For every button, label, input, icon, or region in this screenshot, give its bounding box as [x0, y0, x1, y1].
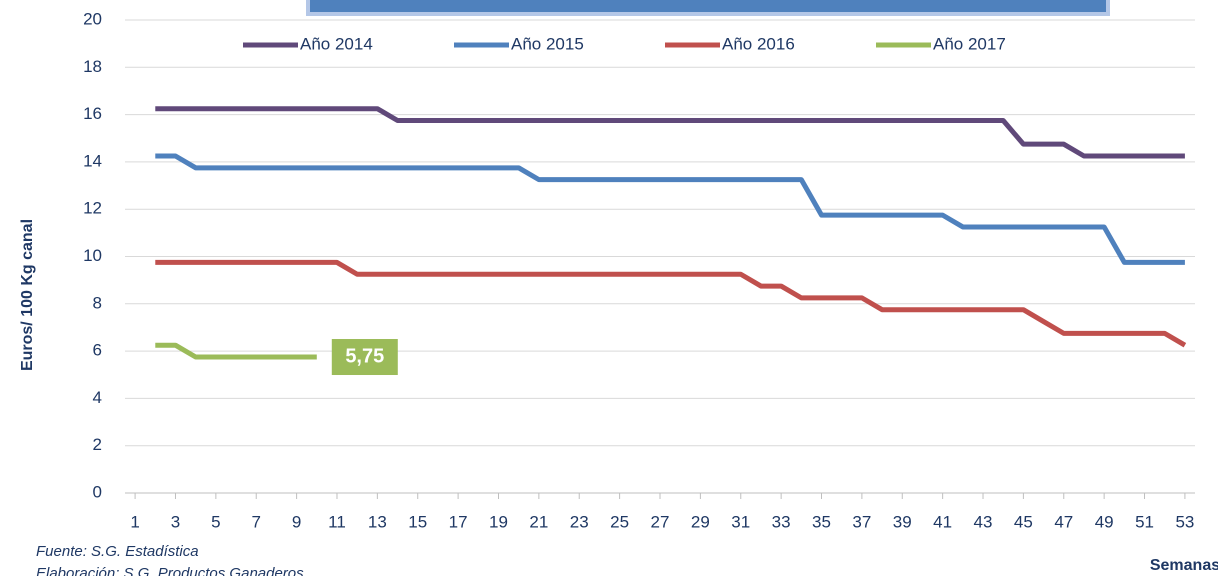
y-tick-label: 6: [93, 341, 102, 360]
x-tick-label: 3: [171, 512, 180, 531]
y-axis-label: Euros/ 100 Kg canal: [19, 219, 36, 371]
y-tick-label: 18: [83, 57, 102, 76]
x-tick-label: 9: [292, 512, 301, 531]
y-tick-label: 20: [83, 9, 102, 28]
y-tick-label: 0: [93, 482, 102, 501]
x-tick-label: 17: [449, 512, 468, 531]
x-tick-label: 5: [211, 512, 220, 531]
data-label-box: [331, 339, 398, 376]
x-tick-label: 27: [651, 512, 670, 531]
x-tick-label: 33: [772, 512, 791, 531]
x-tick-label: 15: [408, 512, 427, 531]
x-tick-label: 53: [1175, 512, 1194, 531]
legend-label: Año 2014: [300, 34, 373, 53]
x-tick-label: 39: [893, 512, 912, 531]
x-tick-label: 49: [1095, 512, 1114, 531]
x-tick-label: 47: [1054, 512, 1073, 531]
x-tick-label: 31: [731, 512, 750, 531]
series-line: [155, 259, 1187, 348]
x-tick-label: 37: [852, 512, 871, 531]
x-tick-label: 1: [130, 512, 139, 531]
y-tick-label: 12: [83, 199, 102, 218]
credit: Elaboración: S.G. Productos Ganaderos: [36, 565, 304, 576]
x-tick-label: 43: [974, 512, 993, 531]
x-tick-label: 23: [570, 512, 589, 531]
x-tick-label: 7: [251, 512, 260, 531]
title-box: [306, 0, 1110, 16]
source: Fuente: S.G. Estadística: [36, 543, 199, 560]
x-tick-label: 13: [368, 512, 387, 531]
data-label: 5,75: [345, 345, 384, 367]
x-axis-label: Semanas: [1150, 557, 1218, 574]
x-tick-label: 11: [328, 512, 346, 531]
series-line: [155, 342, 317, 360]
x-tick-label: 25: [610, 512, 629, 531]
legend-label: Año 2015: [511, 34, 584, 53]
y-tick-label: 10: [83, 246, 102, 265]
series-line: [155, 153, 1185, 265]
y-tick-label: 8: [93, 293, 102, 312]
y-tick-label: 2: [93, 435, 102, 454]
y-tick-label: 4: [93, 388, 102, 407]
x-tick-label: 29: [691, 512, 710, 531]
x-tick-label: 41: [933, 512, 952, 531]
x-tick-label: 35: [812, 512, 831, 531]
x-tick-label: 19: [489, 512, 508, 531]
legend-label: Año 2016: [722, 34, 795, 53]
series-line: [155, 106, 1185, 159]
x-tick-label: 21: [529, 512, 548, 531]
y-tick-label: 14: [83, 151, 102, 170]
y-tick-label: 16: [83, 104, 102, 123]
x-tick-label: 45: [1014, 512, 1033, 531]
legend-label: Año 2017: [933, 34, 1006, 53]
x-tick-label: 51: [1135, 512, 1154, 531]
